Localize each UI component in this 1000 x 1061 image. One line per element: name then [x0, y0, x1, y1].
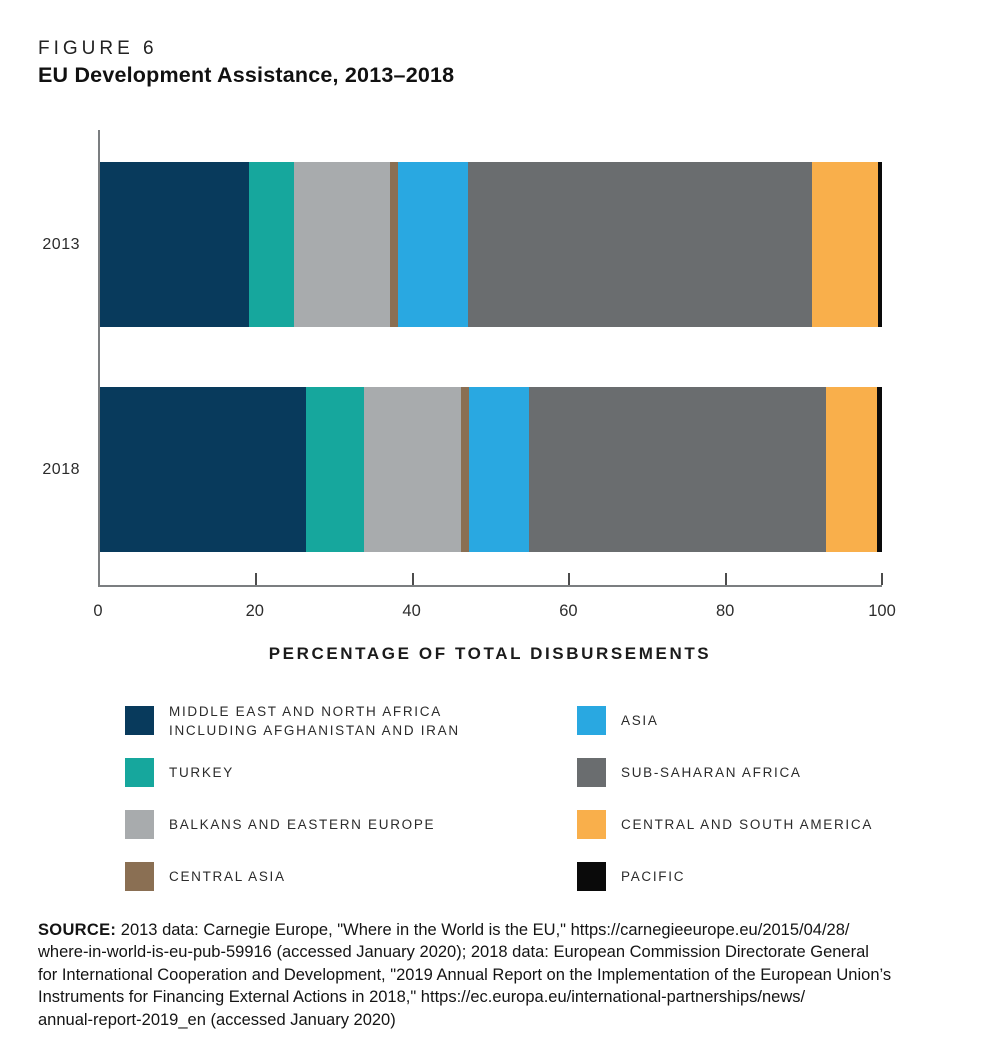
figure-title: EU Development Assistance, 2013–2018 [38, 63, 455, 87]
x-tick-mark [411, 573, 414, 585]
legend-swatch [125, 706, 154, 735]
x-axis-title: PERCENTAGE OF TOTAL DISBURSEMENTS [268, 644, 712, 663]
legend-swatch [125, 810, 154, 839]
source-note: SOURCE: 2013 data: Carnegie Europe, "Whe… [38, 919, 974, 1031]
legend-label: TURKEY [169, 765, 234, 780]
bar-segment-central-and-south-america [811, 162, 879, 327]
bar-segment-turkey [306, 387, 365, 552]
x-tick-mark [568, 573, 571, 585]
legend-swatch [125, 862, 154, 891]
legend-label: CENTRAL ASIA [169, 869, 286, 884]
x-tick-mark [724, 573, 727, 585]
bar-segment-sub-saharan-africa [529, 387, 826, 552]
bar-segment-balkans-and-eastern-europe [293, 162, 391, 327]
legend-item-asia: ASIA [577, 706, 873, 735]
stacked-bar-2018 [100, 387, 882, 552]
legend-item-sub-saharan-africa: SUB-SAHARAN AFRICA [577, 758, 873, 787]
legend-column-left: MIDDLE EAST AND NORTH AFRICA INCLUDING A… [125, 704, 460, 914]
x-tick-label: 0 [93, 602, 103, 620]
figure-number: FIGURE 6 [38, 38, 158, 59]
legend-item-central-asia: CENTRAL ASIA [125, 862, 460, 891]
bar-segment-central-and-south-america [825, 387, 878, 552]
bar-segment-pacific [877, 387, 882, 552]
x-tick-label: 100 [868, 602, 896, 620]
bar-segment-balkans-and-eastern-europe [364, 387, 462, 552]
x-tick-label: 60 [559, 602, 578, 620]
legend-label: BALKANS AND EASTERN EUROPE [169, 817, 436, 832]
x-tick-label: 80 [716, 602, 735, 620]
legend-item-pacific: PACIFIC [577, 862, 873, 891]
bar-segment-asia [469, 387, 530, 552]
legend-item-balkans-and-eastern-europe: BALKANS AND EASTERN EUROPE [125, 810, 460, 839]
legend-item-middle-east-and-north-africa: MIDDLE EAST AND NORTH AFRICA INCLUDING A… [125, 704, 460, 738]
bar-segment-central-asia [390, 162, 398, 327]
legend-label: CENTRAL AND SOUTH AMERICA [621, 817, 874, 832]
legend-label: PACIFIC [621, 869, 686, 884]
bar-segment-pacific [878, 162, 882, 327]
legend-label: SUB-SAHARAN AFRICA [621, 765, 802, 780]
x-tick-label: 40 [402, 602, 421, 620]
bar-segment-sub-saharan-africa [467, 162, 812, 327]
bar-segment-asia [397, 162, 468, 327]
legend-swatch [577, 810, 606, 839]
legend-swatch [577, 758, 606, 787]
legend-item-central-and-south-america: CENTRAL AND SOUTH AMERICA [577, 810, 873, 839]
legend-column-right: ASIA SUB-SAHARAN AFRICA CENTRAL AND SOUTH … [577, 706, 873, 914]
bar-segment-middle-east-and-north-africa-including-afghanistan-and-iran [100, 162, 250, 327]
x-tick-label: 20 [245, 602, 264, 620]
bar-segment-turkey [249, 162, 294, 327]
bar-segment-middle-east-and-north-africa-including-afghanistan-and-iran [100, 387, 307, 552]
bar-segment-central-asia [461, 387, 470, 552]
x-tick-mark [255, 573, 258, 585]
plot-area [98, 130, 883, 587]
legend-swatch [577, 706, 606, 735]
x-tick-mark [881, 573, 883, 585]
y-category-label-2018: 2018 [42, 461, 80, 478]
y-category-label-2013: 2013 [42, 236, 80, 253]
legend-label: MIDDLE EAST AND NORTH AFRICA INCLUDING A… [169, 703, 460, 738]
legend-label: ASIA [621, 713, 659, 728]
source-text: 2013 data: Carnegie Europe, "Where in th… [38, 921, 892, 1029]
x-axis-tick-labels: 0 20 40 60 80 100 [93, 602, 895, 624]
legend-swatch [577, 862, 606, 891]
legend-swatch [125, 758, 154, 787]
source-label: SOURCE: [38, 921, 117, 939]
legend-item-turkey: TURKEY [125, 758, 460, 787]
stacked-bar-2013 [100, 162, 882, 327]
